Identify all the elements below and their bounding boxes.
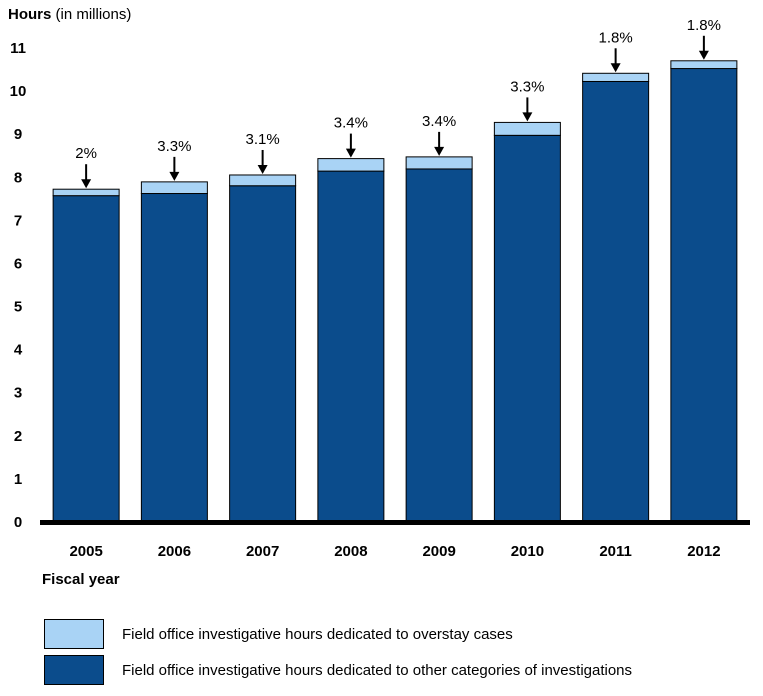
legend-swatch-other (44, 655, 104, 685)
annotation-arrow-head (522, 112, 533, 122)
annotation-arrow-head (610, 63, 621, 73)
legend-swatch-overstay (44, 619, 104, 649)
bar-chart: 0 1 2 3 4 5 6 7 8 9 10 11 2% 2005 3.3% 2006 3.1% 2007 3.4%… (10, 17, 750, 560)
x-tick-label: 2010 (511, 543, 544, 560)
x-axis-title: Fiscal year (42, 571, 120, 588)
bar-overstay (405, 156, 473, 170)
annotation-arrow-head (257, 164, 268, 174)
bar-overstay (229, 174, 297, 187)
x-tick-label: 2011 (599, 543, 632, 560)
y-tick-label: 7 (14, 212, 22, 229)
bar-other (52, 195, 120, 522)
y-tick-label: 8 (14, 169, 22, 186)
data-label-percent: 3.3% (157, 138, 191, 155)
y-tick-label: 4 (14, 342, 23, 359)
bar-other (229, 185, 297, 522)
y-axis-title: Hours (in millions) (8, 6, 131, 23)
bar-overstay (493, 121, 561, 136)
x-tick-label: 2009 (422, 543, 455, 560)
x-tick-label: 2008 (334, 543, 367, 560)
data-label-percent: 3.3% (510, 78, 544, 95)
legend: Field office investigative hours dedicat… (44, 618, 632, 690)
bar-other (317, 170, 385, 522)
annotation-arrow-head (81, 179, 92, 189)
x-tick-label: 2005 (69, 543, 102, 560)
y-tick-label: 3 (14, 385, 22, 402)
y-tick-label: 5 (14, 299, 22, 316)
bar-other (670, 68, 738, 522)
legend-label-other: Field office investigative hours dedicat… (122, 661, 633, 679)
y-tick-label: 10 (10, 83, 27, 100)
bar-overstay (317, 158, 385, 172)
legend-item-other: Field office investigative hours dedicat… (44, 654, 632, 686)
y-axis-title-bold: Hours (8, 6, 52, 23)
annotation-arrow-head (434, 146, 445, 156)
bar-overstay (52, 188, 120, 197)
bar-other (140, 193, 208, 522)
bar-other (582, 80, 650, 522)
legend-label-overstay: Field office investigative hours dedicat… (122, 625, 513, 643)
y-axis-title-unit: (in millions) (51, 6, 132, 23)
annotation-arrow-head (698, 50, 709, 60)
y-tick-label: 0 (14, 514, 22, 531)
x-tick-label: 2012 (687, 543, 720, 560)
bar-overstay (582, 72, 650, 82)
data-label-percent: 3.4% (422, 113, 456, 130)
y-tick-label: 6 (14, 255, 22, 272)
data-label-percent: 1.8% (687, 17, 721, 34)
annotation-arrow-head (345, 148, 356, 158)
y-tick-label: 2 (14, 428, 22, 445)
bar-other (405, 168, 473, 522)
y-tick-label: 9 (14, 126, 22, 143)
data-label-percent: 1.8% (599, 29, 633, 46)
bar-other (493, 134, 561, 522)
bar-overstay (670, 60, 738, 70)
data-label-percent: 3.4% (334, 115, 368, 132)
x-axis-line (40, 520, 750, 525)
x-tick-label: 2007 (246, 543, 279, 560)
bar-overstay (140, 181, 208, 195)
data-label-percent: 2% (75, 145, 97, 162)
y-tick-label: 1 (14, 471, 22, 488)
data-label-percent: 3.1% (246, 131, 280, 148)
annotation-arrow-head (169, 171, 180, 181)
x-tick-label: 2006 (158, 543, 191, 560)
y-tick-label: 11 (10, 40, 26, 57)
legend-item-overstay: Field office investigative hours dedicat… (44, 618, 632, 650)
